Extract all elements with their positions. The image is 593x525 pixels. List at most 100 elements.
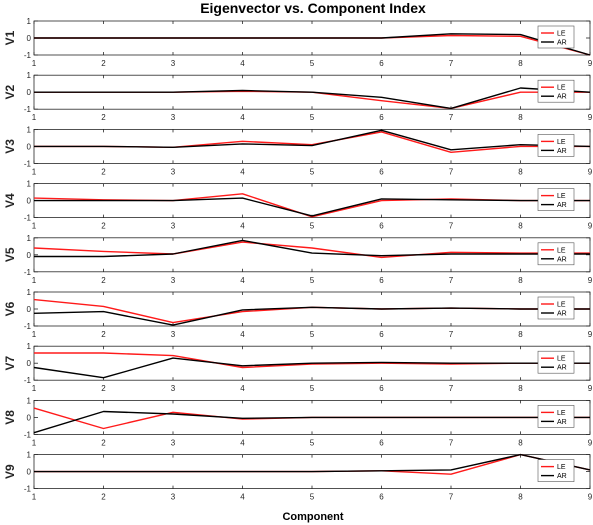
legend-label-ar: AR (557, 94, 567, 101)
y-tick-label: 0 (27, 88, 32, 97)
y-tick-label: -1 (24, 268, 32, 277)
x-tick-label: 6 (379, 59, 384, 68)
x-tick-label: 3 (171, 167, 176, 176)
y-axis-label: V1 (3, 30, 17, 45)
legend: LE AR (537, 79, 575, 103)
x-tick-label: 3 (171, 59, 176, 68)
x-tick-label: 2 (101, 330, 106, 339)
axes-box (33, 237, 591, 273)
legend-label-le: LE (557, 85, 566, 92)
x-tick-label: 6 (379, 438, 384, 447)
series-line-le (33, 241, 590, 259)
x-tick-label: 9 (588, 113, 593, 122)
y-tick-label: 0 (27, 359, 32, 368)
x-tick-label: 6 (379, 384, 384, 393)
legend-box (537, 25, 575, 49)
x-tick-label: 4 (240, 222, 245, 231)
x-tick-label: 7 (449, 438, 454, 447)
x-tick-label: 3 (171, 330, 176, 339)
x-tick-label: 2 (101, 113, 106, 122)
x-tick-label: 5 (310, 384, 315, 393)
x-tick-label: 3 (171, 113, 176, 122)
y-tick-label: 1 (27, 396, 32, 405)
series-line-ar (34, 197, 590, 217)
y-tick-label: 1 (27, 17, 32, 26)
x-tick-label: 1 (32, 330, 37, 339)
x-tick-label: 9 (588, 493, 593, 502)
x-tick-label: 5 (310, 167, 315, 176)
x-tick-label: 1 (32, 167, 37, 176)
y-tick-label: 1 (27, 234, 32, 243)
panel-v7: -1 0 1 1 2 3 4 5 6 7 8 9 V7 LE AR (3, 342, 593, 393)
x-tick-label: 4 (240, 59, 245, 68)
x-tick-label: 8 (518, 438, 523, 447)
legend-label-ar: AR (557, 256, 567, 263)
legend-label-le: LE (557, 464, 566, 471)
x-tick-label: 1 (32, 113, 37, 122)
x-tick-label: 4 (240, 113, 245, 122)
x-tick-label: 6 (379, 222, 384, 231)
y-tick-label: 0 (27, 142, 32, 151)
x-tick-label: 9 (588, 438, 593, 447)
x-tick-label: 5 (310, 493, 315, 502)
legend-label-le: LE (557, 247, 566, 254)
legend-label-ar: AR (557, 311, 567, 318)
x-tick-label: 6 (379, 330, 384, 339)
series-line-ar (34, 33, 591, 56)
x-axis-label: Component (282, 511, 343, 523)
panel-v9: -1 0 1 1 2 3 4 5 6 7 8 9 V9 LE AR (3, 451, 593, 502)
x-tick-label: 4 (240, 493, 245, 502)
legend-label-le: LE (557, 193, 566, 200)
x-tick-label: 7 (449, 276, 454, 285)
x-tick-label: 2 (101, 493, 106, 502)
x-tick-label: 9 (588, 59, 593, 68)
x-tick-label: 1 (32, 222, 37, 231)
x-tick-label: 4 (240, 276, 245, 285)
x-tick-label: 3 (171, 384, 176, 393)
x-tick-label: 6 (379, 493, 384, 502)
y-tick-label: 0 (27, 413, 32, 422)
legend-box (537, 242, 575, 266)
panel-v2: -1 0 1 1 2 3 4 5 6 7 8 9 V2 LE AR (3, 71, 593, 122)
x-tick-label: 8 (518, 493, 523, 502)
legend: LE AR (537, 350, 575, 374)
x-tick-label: 3 (171, 222, 176, 231)
y-axis-label: V5 (3, 247, 17, 262)
x-tick-label: 6 (379, 113, 384, 122)
x-tick-label: 9 (588, 384, 593, 393)
x-tick-label: 8 (518, 59, 523, 68)
series-line-ar (34, 453, 591, 473)
x-tick-label: 1 (32, 438, 37, 447)
x-tick-label: 9 (588, 330, 593, 339)
legend: LE AR (537, 459, 575, 482)
x-tick-label: 2 (101, 276, 106, 285)
x-tick-label: 1 (32, 493, 37, 502)
panel-v3: -1 0 1 1 2 3 4 5 6 7 8 9 V3 LE AR (3, 125, 593, 176)
panel-v5: -1 0 1 1 2 3 4 5 6 7 8 9 V5 LE AR (3, 234, 593, 285)
x-tick-label: 2 (101, 438, 106, 447)
legend-label-ar: AR (557, 365, 567, 372)
y-tick-label: 1 (27, 125, 32, 134)
x-tick-label: 4 (240, 438, 245, 447)
x-tick-label: 9 (588, 167, 593, 176)
y-tick-label: -1 (24, 51, 32, 60)
y-tick-label: -1 (24, 214, 32, 223)
y-tick-label: 0 (27, 34, 32, 43)
y-tick-label: 1 (27, 451, 32, 460)
series-line-ar (34, 239, 590, 258)
y-tick-label: -1 (24, 485, 32, 494)
legend-label-le: LE (557, 31, 566, 38)
x-tick-label: 6 (379, 167, 384, 176)
x-tick-label: 8 (518, 330, 523, 339)
x-tick-label: 1 (32, 276, 37, 285)
x-tick-label: 2 (101, 167, 106, 176)
x-tick-label: 4 (240, 167, 245, 176)
y-tick-label: 1 (27, 71, 32, 80)
x-tick-label: 7 (449, 167, 454, 176)
series-line-ar (33, 357, 590, 379)
legend: LE AR (537, 296, 575, 320)
panel-v4: -1 0 1 1 2 3 4 5 6 7 8 9 V4 LE AR (3, 180, 593, 231)
y-tick-label: -1 (24, 376, 32, 385)
y-axis-label: V8 (3, 410, 17, 425)
